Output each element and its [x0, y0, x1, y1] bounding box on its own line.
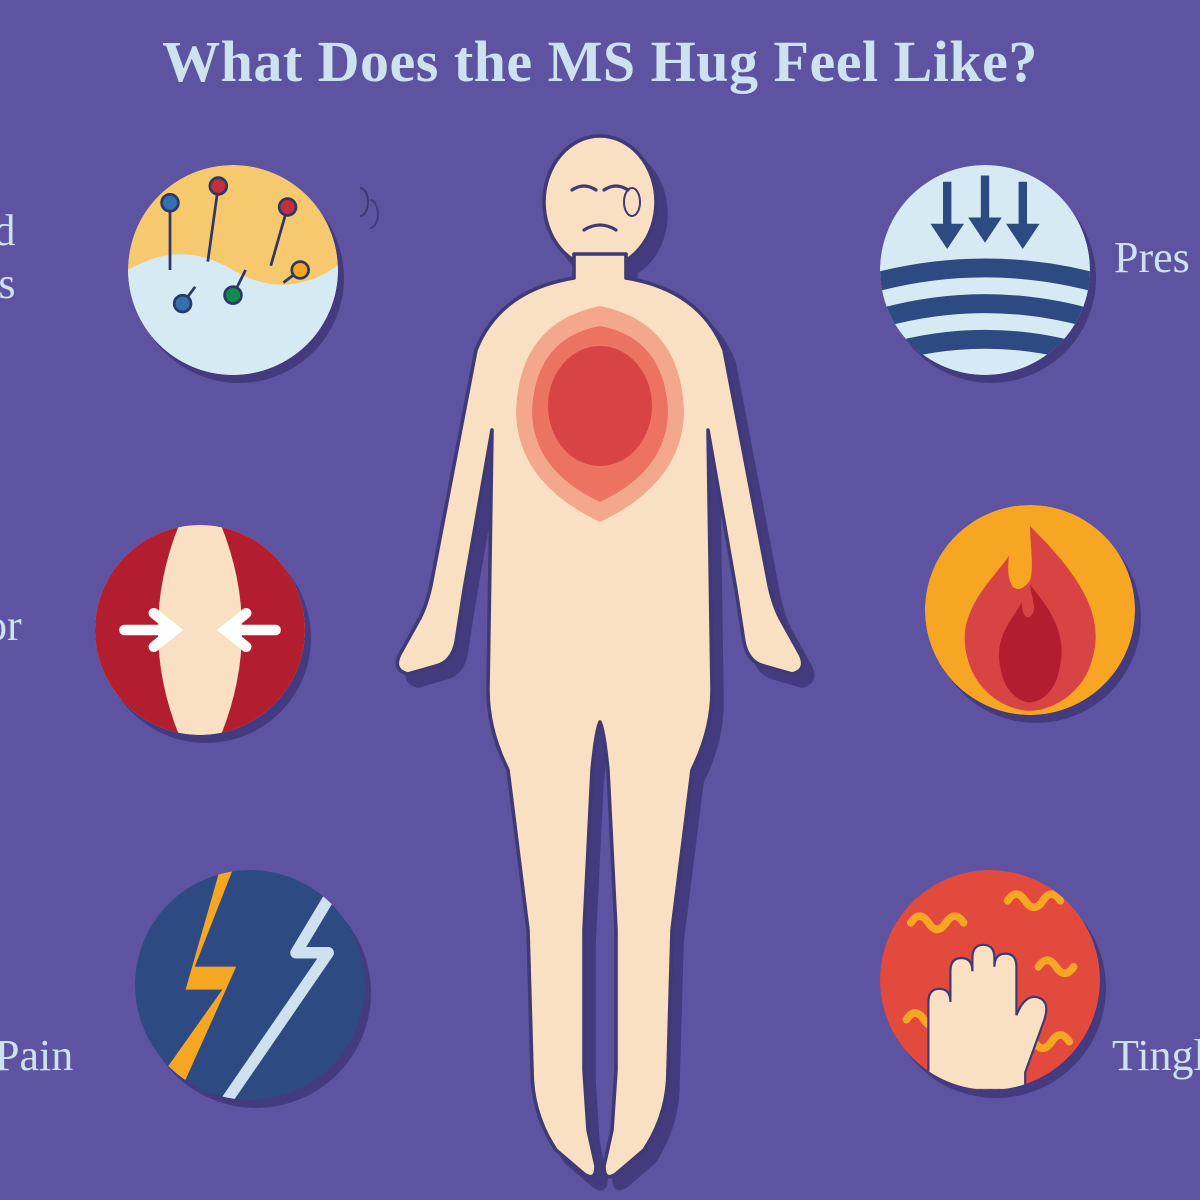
- pins-icon: [128, 165, 338, 375]
- label-pressure: Pres: [1114, 232, 1190, 285]
- burning-icon: [925, 505, 1135, 715]
- label-pins: and dles: [0, 205, 16, 311]
- tight-icon: [95, 525, 305, 735]
- body-figure: [360, 130, 840, 1190]
- label-pain: Pain: [0, 1030, 73, 1083]
- pressure-icon: [880, 165, 1090, 375]
- tingling-icon: [880, 870, 1100, 1090]
- page-title: What Does the MS Hug Feel Like?: [0, 28, 1200, 95]
- label-tingling: Tingl: [1112, 1030, 1200, 1083]
- label-tight: or: [0, 600, 22, 653]
- pain-icon: [135, 870, 365, 1100]
